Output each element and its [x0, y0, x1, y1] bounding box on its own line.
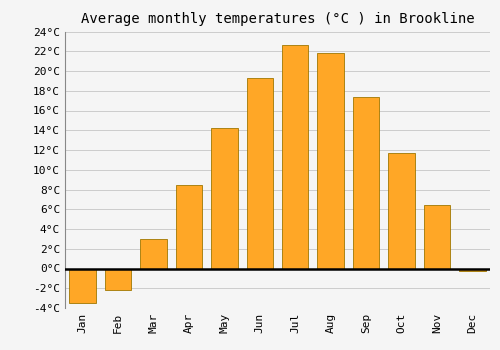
Bar	[211, 128, 238, 268]
Bar	[424, 205, 450, 268]
Bar	[70, 268, 96, 303]
Bar	[459, 268, 485, 272]
Bar	[176, 184, 202, 268]
Title: Average monthly temperatures (°C ) in Brookline: Average monthly temperatures (°C ) in Br…	[80, 12, 474, 26]
Bar	[140, 239, 167, 268]
Bar	[388, 153, 414, 268]
Bar	[246, 78, 273, 268]
Bar	[105, 268, 132, 290]
Bar	[353, 97, 380, 268]
Bar	[318, 53, 344, 268]
Bar	[282, 45, 308, 268]
